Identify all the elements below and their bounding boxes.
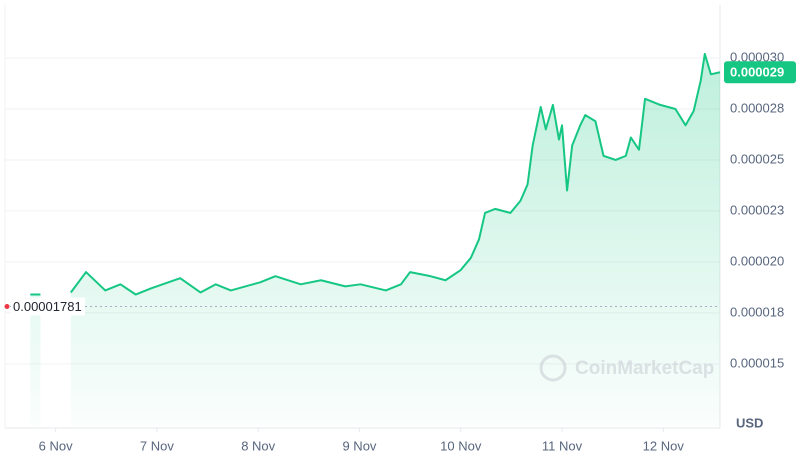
reference-dot [4,304,10,310]
x-tick-label: 9 Nov [342,438,376,453]
price-line [30,52,721,296]
y-tick-label: 0.000015 [730,355,784,370]
y-tick-label: 0.000028 [730,100,784,115]
y-tick-label: 0.000030 [730,49,784,64]
y-tick-label: 0.000023 [730,202,784,217]
watermark: CoinMarketCap [575,358,714,379]
watermark-logo [539,354,567,382]
y-tick-label: 0.000020 [730,253,784,268]
x-tick-label: 6 Nov [39,438,73,453]
price-area [9,53,721,425]
x-tick-label: 11 Nov [542,438,583,453]
x-tick-label: 8 Nov [241,438,275,453]
x-tick-label: 10 Nov [440,438,482,453]
y-unit: USD [736,415,763,430]
y-tick-label: 0.000018 [730,304,784,319]
x-tick-label: 7 Nov [140,438,174,453]
current-price-label: 0.000029 [730,65,784,80]
y-tick-label: 0.000025 [730,151,784,166]
reference-label-bg [11,297,85,316]
x-tick-label: 12 Nov [643,438,685,453]
current-price-badge [724,61,796,84]
watermark-group: CoinMarketCap [539,354,714,382]
reference-label: 0.00001781 [13,299,82,314]
